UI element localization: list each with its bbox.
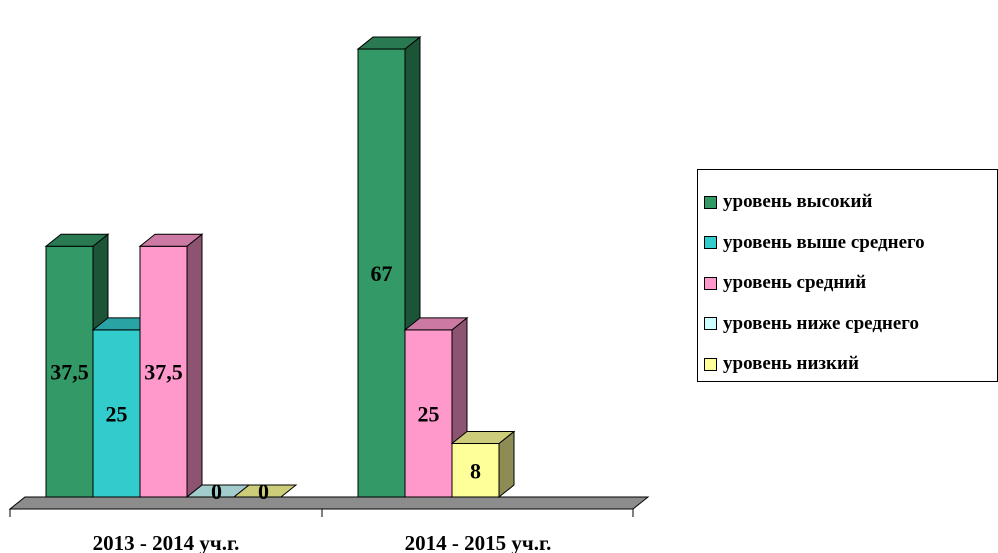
bar	[139, 245, 188, 498]
legend-item: уровень низкий	[704, 344, 997, 385]
bar-top	[138, 233, 204, 247]
legend-item: уровень средний	[704, 263, 997, 304]
legend-label: уровень низкий	[723, 353, 859, 375]
data-label: 0	[211, 479, 222, 504]
category-label: 2014 - 2015 уч.г.	[405, 531, 552, 553]
data-label: 37,5	[50, 360, 89, 385]
legend-swatch	[704, 236, 717, 250]
bar-top	[450, 431, 516, 445]
legend-label: уровень выше среднего	[723, 231, 925, 253]
bar-top	[232, 484, 298, 498]
legend-swatch	[704, 195, 717, 209]
legend-swatch	[704, 276, 717, 290]
category-label: 2013 - 2014 уч.г.	[93, 531, 240, 553]
legend-swatch	[704, 317, 717, 331]
bar-top	[403, 317, 469, 331]
bar-side	[186, 233, 203, 499]
data-label: 8	[470, 458, 481, 483]
legend-swatch	[704, 357, 717, 371]
data-label: 0	[258, 479, 269, 504]
legend-label: уровень средний	[723, 272, 867, 294]
data-label: 25	[418, 401, 440, 426]
legend-item: уровень выше среднего	[704, 223, 997, 264]
bar	[45, 245, 94, 498]
bar	[451, 443, 500, 498]
chart-floor	[8, 496, 650, 510]
bar-top	[44, 233, 110, 247]
bar	[404, 329, 453, 498]
data-label: 25	[106, 401, 128, 426]
bar	[357, 48, 406, 498]
bar-top	[356, 36, 422, 50]
data-label: 37,5	[144, 360, 183, 385]
legend-item: уровень ниже среднего	[704, 304, 997, 345]
chart-legend: уровень высокий уровень выше среднего уров…	[697, 169, 998, 382]
legend-label: уровень ниже среднего	[723, 312, 919, 334]
legend-label: уровень высокий	[723, 191, 873, 213]
legend-item: уровень высокий	[704, 182, 997, 223]
data-label: 67	[371, 261, 393, 286]
